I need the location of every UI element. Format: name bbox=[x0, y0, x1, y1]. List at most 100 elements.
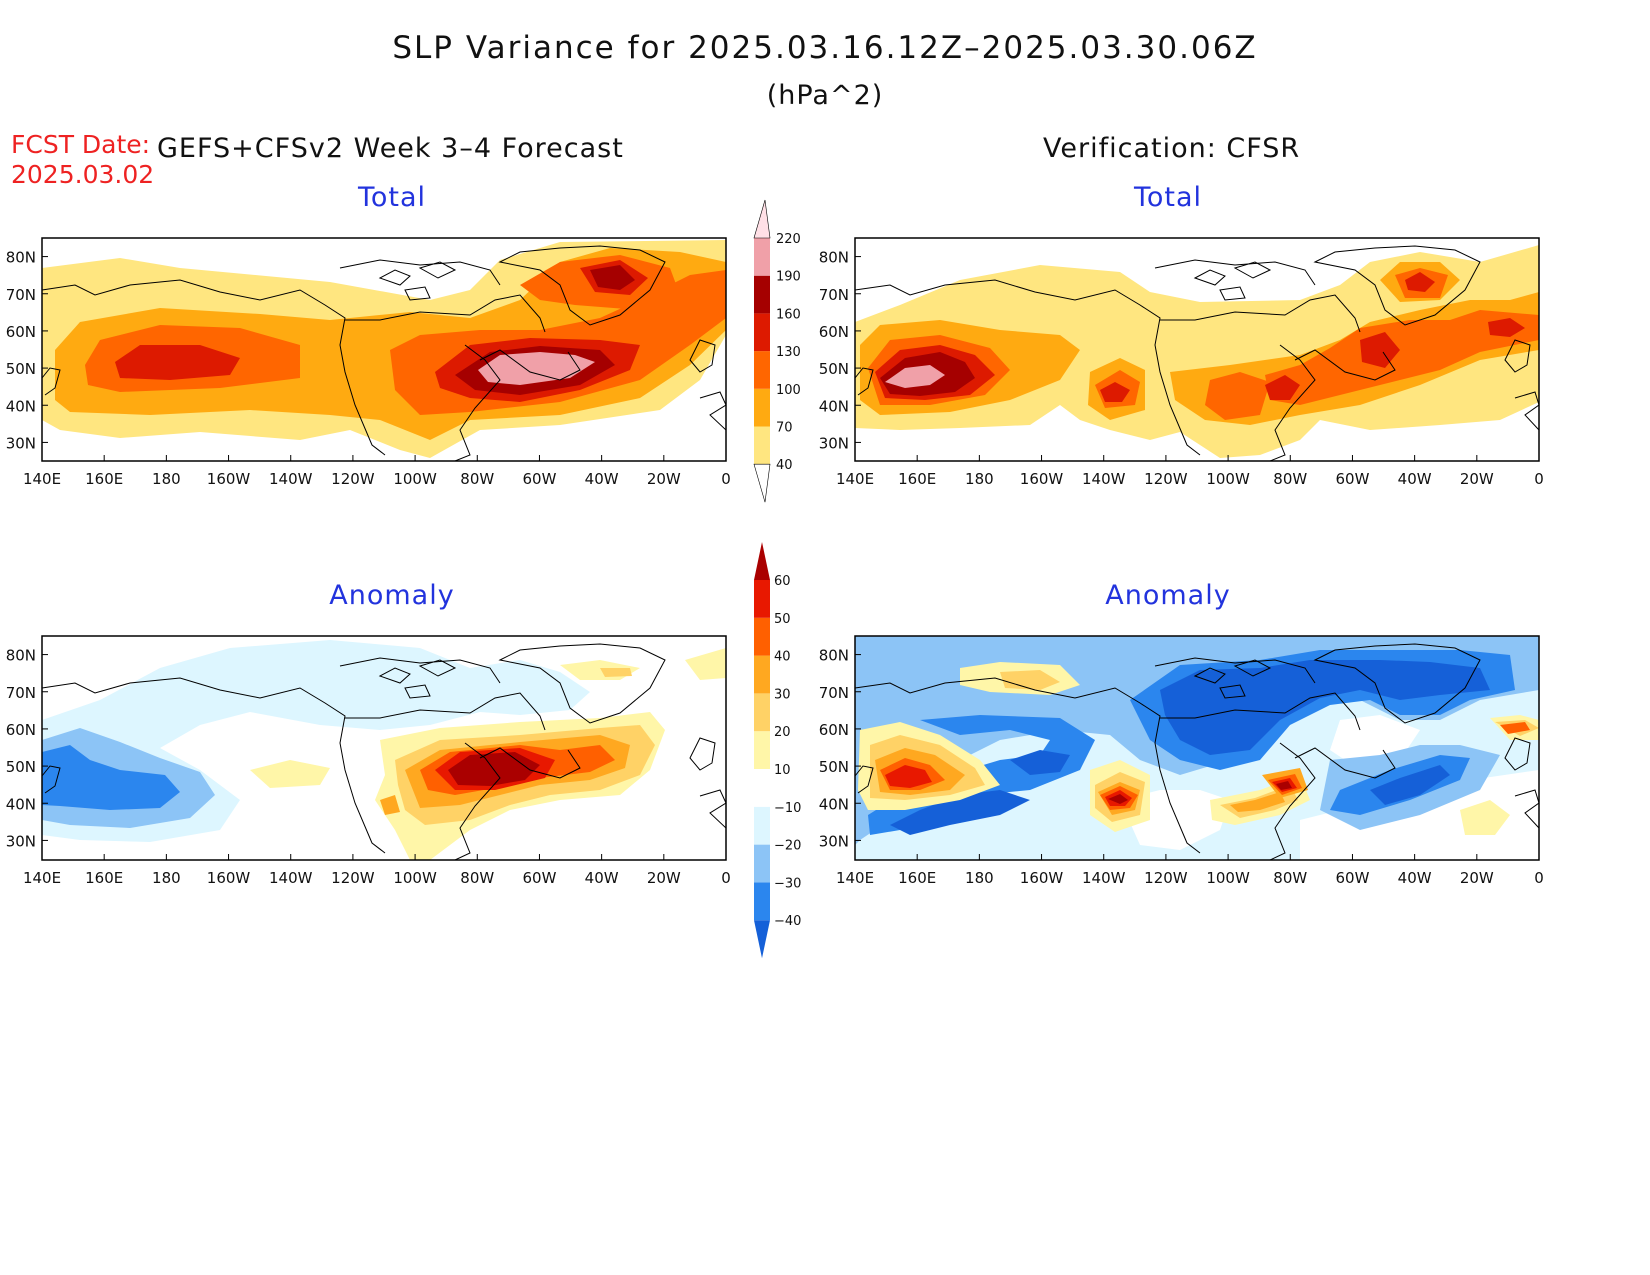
coastline bbox=[42, 643, 726, 860]
colorbar-label: 70 bbox=[776, 421, 793, 436]
colorbar-label: 160 bbox=[776, 307, 801, 322]
lon-label: 180 bbox=[965, 470, 994, 488]
lat-label: 50N bbox=[6, 360, 36, 378]
lon-label: 20W bbox=[1460, 470, 1494, 488]
panel-title-fcst-total: Total bbox=[357, 182, 427, 213]
lon-label: 0 bbox=[1534, 470, 1544, 488]
lon-label: 120W bbox=[331, 470, 375, 488]
colorbar-label: 190 bbox=[776, 270, 801, 285]
lon-label: 140E bbox=[23, 470, 61, 488]
colorbar-label: 60 bbox=[774, 574, 791, 589]
lat-label: 40N bbox=[819, 397, 849, 415]
lat-label: 40N bbox=[6, 397, 36, 415]
lat-label: 70N bbox=[6, 286, 36, 304]
colorbar-label: 130 bbox=[776, 345, 801, 360]
lat-label: 70N bbox=[819, 684, 849, 702]
lat-label: 50N bbox=[6, 758, 36, 776]
lon-label: 160E bbox=[898, 869, 936, 887]
colorbar-label: 20 bbox=[774, 725, 791, 740]
coastline bbox=[855, 643, 1539, 860]
colorbar-label: 100 bbox=[776, 383, 801, 398]
lon-label: 80W bbox=[460, 470, 494, 488]
lat-label: 70N bbox=[6, 684, 36, 702]
lon-label: 180 bbox=[152, 470, 181, 488]
colorbar-bin bbox=[754, 769, 770, 807]
lat-label: 60N bbox=[6, 721, 36, 739]
colorbar-bin bbox=[754, 617, 770, 656]
colorbar-arrow bbox=[753, 463, 771, 503]
lon-label: 140W bbox=[1082, 470, 1126, 488]
lon-label: 100W bbox=[393, 869, 437, 887]
lon-label: 40W bbox=[585, 470, 619, 488]
lon-label: 20W bbox=[647, 869, 681, 887]
lon-label: 140E bbox=[836, 869, 874, 887]
fcst-date-label: FCST Date: bbox=[11, 130, 151, 159]
lon-label: 160W bbox=[207, 470, 251, 488]
contour-fill bbox=[42, 745, 180, 810]
lon-label: 20W bbox=[647, 470, 681, 488]
map-panel-fcst-anomaly: 80N 70N 60N 50N 40N 30N 140E 160E 180 160W 140W 12… bbox=[6, 635, 731, 887]
colorbar-label: −20 bbox=[774, 839, 801, 854]
lat-label: 60N bbox=[819, 323, 849, 341]
colorbar-arrow bbox=[753, 199, 771, 239]
contour-fill bbox=[858, 662, 1539, 835]
lat-label: 30N bbox=[819, 832, 849, 850]
lon-label: 20W bbox=[1460, 869, 1494, 887]
colorbar-bin bbox=[754, 275, 770, 314]
colorbar-bin bbox=[754, 731, 770, 769]
lat-label: 80N bbox=[6, 647, 36, 665]
lat-label: 80N bbox=[819, 647, 849, 665]
lon-label: 40W bbox=[1398, 869, 1432, 887]
lat-label: 60N bbox=[819, 721, 849, 739]
lon-label: 160E bbox=[85, 470, 123, 488]
contour-fill bbox=[855, 245, 1539, 458]
colorbar-anomaly: −40 −30 −20 −10 10 20 30 40 50 60 bbox=[754, 542, 801, 959]
map-panel-verif-total: 80N 70N 60N 50N 40N 30N 140E 160E 180 160W 140W 12… bbox=[819, 237, 1544, 488]
colorbar-label: 220 bbox=[776, 232, 801, 247]
lon-label: 0 bbox=[1534, 869, 1544, 887]
lon-label: 100W bbox=[393, 470, 437, 488]
lon-label: 120W bbox=[1144, 869, 1188, 887]
lon-label: 60W bbox=[522, 869, 556, 887]
lon-label: 140E bbox=[23, 869, 61, 887]
colorbar-arrow bbox=[754, 542, 770, 580]
map-frame bbox=[854, 635, 1540, 861]
lat-label: 60N bbox=[6, 323, 36, 341]
map-panel-fcst-total: 80N 70N 60N 50N 40N 30N 140E 160E 180 160W 140W 12… bbox=[6, 237, 731, 488]
colorbar-bin bbox=[754, 693, 770, 732]
contour-fill bbox=[875, 748, 1308, 815]
lon-label: 80W bbox=[1273, 470, 1307, 488]
lon-label: 160E bbox=[898, 470, 936, 488]
colorbar-bin bbox=[754, 655, 770, 694]
lon-label: 0 bbox=[721, 470, 731, 488]
coastline bbox=[42, 245, 726, 461]
panel-title-verif-total: Total bbox=[1133, 182, 1203, 213]
panel-title-fcst-anomaly: Anomaly bbox=[329, 580, 455, 611]
lat-label: 80N bbox=[6, 249, 36, 267]
map-frame bbox=[854, 237, 1540, 462]
colorbar-label: 10 bbox=[774, 763, 791, 778]
lon-label: 140W bbox=[1082, 869, 1126, 887]
colorbar-label: 40 bbox=[776, 458, 793, 473]
colorbar-bin bbox=[754, 388, 770, 427]
lon-label: 180 bbox=[965, 869, 994, 887]
colorbar-bin bbox=[754, 580, 770, 618]
colorbar-total: 40 70 100 130 160 190 220 bbox=[753, 199, 801, 503]
lat-label: 30N bbox=[819, 434, 849, 452]
lat-label: 30N bbox=[6, 434, 36, 452]
colorbar-bin bbox=[754, 844, 770, 883]
lon-label: 0 bbox=[721, 869, 731, 887]
lon-label: 60W bbox=[1335, 869, 1369, 887]
verification-header: Verification: CFSR bbox=[1043, 133, 1301, 164]
map-frame bbox=[41, 635, 727, 861]
colorbar-label: −10 bbox=[774, 801, 801, 816]
lon-label: 120W bbox=[1144, 470, 1188, 488]
fcst-date-value: 2025.03.02 bbox=[11, 160, 155, 189]
colorbar-bin bbox=[754, 426, 770, 465]
colorbar-arrow bbox=[754, 920, 770, 959]
colorbar-bin bbox=[754, 351, 770, 389]
lon-label: 160E bbox=[85, 869, 123, 887]
map-frame bbox=[41, 237, 727, 462]
lat-label: 70N bbox=[819, 286, 849, 304]
